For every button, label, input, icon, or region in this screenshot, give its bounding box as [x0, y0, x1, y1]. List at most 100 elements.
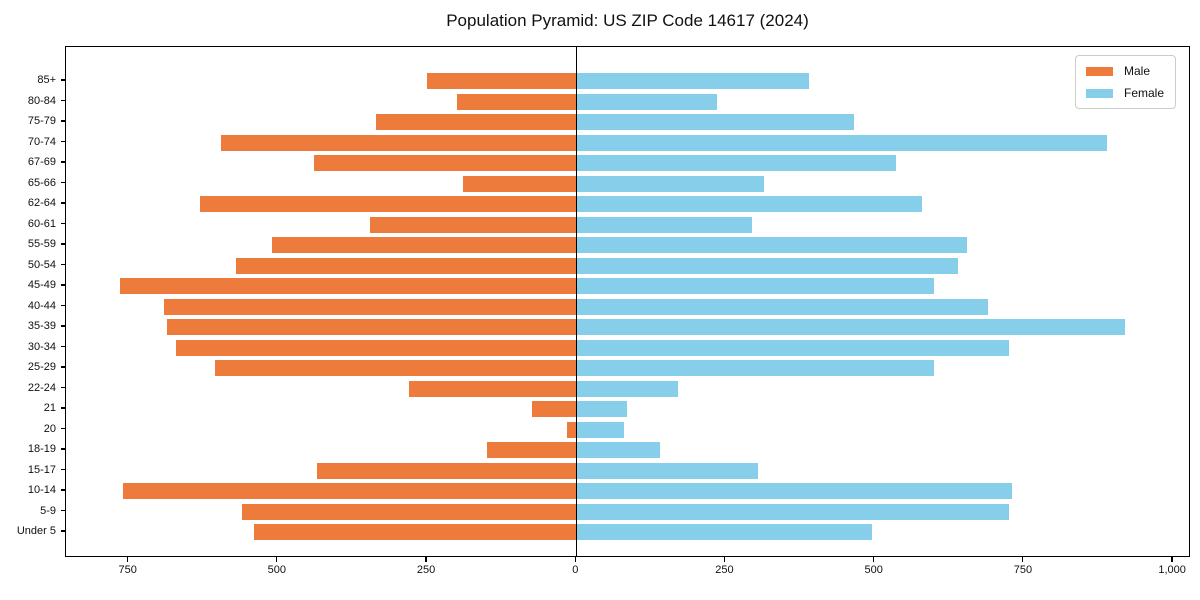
male-bar-18-19 — [486, 442, 577, 458]
y-tick-mark — [61, 202, 65, 204]
y-tick-label: 22-24 — [27, 381, 56, 394]
y-tick-mark — [61, 509, 65, 512]
x-tick-label: 250 — [715, 564, 734, 576]
y-tick-label: 45-49 — [27, 279, 56, 291]
male-bar-21 — [531, 401, 577, 417]
y-tick-mark — [61, 263, 65, 266]
y-tick-mark — [61, 366, 65, 368]
x-tick-mark — [574, 557, 576, 562]
y-tick-label: 25-29 — [27, 361, 56, 373]
y-tick-mark — [61, 140, 65, 143]
y-tick-label: 85+ — [37, 74, 56, 86]
male-bar-75-79 — [376, 114, 577, 130]
male-bar-80-84 — [456, 93, 577, 110]
y-tick-label: 15-17 — [27, 463, 56, 476]
x-tick-mark — [873, 557, 875, 562]
x-tick-label: 750 — [1013, 564, 1033, 576]
x-tick-label: 500 — [267, 564, 287, 576]
y-tick-label: 50-54 — [27, 258, 56, 271]
female-bar-Under 5 — [576, 524, 872, 540]
x-tick-mark — [1171, 557, 1173, 562]
female-bar-20 — [576, 421, 624, 438]
legend-label-male: Male — [1123, 64, 1150, 78]
male-bar-50-54 — [236, 257, 577, 274]
male-color-swatch-icon — [1085, 66, 1113, 76]
y-tick-label: 62-64 — [27, 197, 56, 209]
y-tick-mark — [61, 120, 65, 122]
male-bar-67-69 — [313, 155, 577, 171]
y-tick-mark — [61, 427, 65, 430]
y-tick-mark — [61, 407, 65, 409]
y-tick-label: Under 5 — [16, 525, 56, 537]
male-bar-Under 5 — [253, 524, 577, 540]
female-bar-25-29 — [576, 360, 935, 376]
chart-title: Population Pyramid: US ZIP Code 14617 (2… — [446, 11, 809, 30]
y-tick-mark — [61, 386, 65, 389]
legend-item-male: Male — [1085, 64, 1164, 78]
y-tick-mark — [61, 448, 65, 450]
male-bar-65-66 — [462, 175, 577, 192]
x-tick-mark — [1022, 557, 1024, 562]
x-tick-mark — [127, 557, 129, 562]
male-bar-5-9 — [242, 503, 577, 520]
female-color-swatch-icon — [1085, 88, 1113, 98]
male-bar-30-34 — [176, 339, 577, 356]
female-bar-67-69 — [576, 155, 896, 171]
male-bar-10-14 — [122, 483, 577, 499]
x-tick-mark — [425, 557, 427, 562]
y-tick-mark — [61, 304, 65, 307]
x-tick-label: 250 — [416, 564, 436, 576]
x-tick-mark — [723, 557, 726, 562]
y-tick-label: 80-84 — [27, 94, 56, 107]
female-bar-5-9 — [576, 503, 1009, 520]
y-tick-mark — [61, 345, 65, 348]
x-tick-mark — [276, 557, 278, 562]
y-tick-label: 10-14 — [27, 484, 56, 496]
female-bar-55-59 — [576, 237, 968, 253]
female-bar-35-39 — [576, 319, 1126, 335]
zero-axis-line — [575, 47, 578, 556]
male-bar-40-44 — [164, 298, 577, 315]
y-tick-label: 35-39 — [27, 320, 56, 332]
legend-item-female: Female — [1085, 86, 1164, 100]
male-bar-15-17 — [316, 462, 577, 479]
y-tick-label: 65-66 — [27, 176, 56, 189]
male-bar-35-39 — [167, 319, 577, 335]
y-tick-mark — [61, 489, 65, 491]
female-bar-62-64 — [576, 196, 923, 212]
y-tick-mark — [61, 161, 65, 163]
female-bar-85+ — [576, 73, 810, 89]
y-tick-label: 55-59 — [27, 238, 56, 250]
male-bar-22-24 — [409, 380, 577, 397]
y-tick-mark — [61, 99, 65, 102]
female-bar-21 — [576, 401, 627, 417]
x-tick-label: 1,000 — [1158, 564, 1186, 576]
female-bar-45-49 — [576, 278, 935, 294]
y-tick-mark — [61, 222, 65, 225]
male-bar-85+ — [427, 73, 577, 89]
female-bar-22-24 — [576, 380, 678, 397]
female-bar-65-66 — [576, 175, 765, 192]
female-bar-80-84 — [576, 93, 717, 110]
y-tick-mark — [61, 284, 65, 286]
y-tick-mark — [61, 79, 65, 81]
y-tick-label: 67-69 — [27, 156, 56, 168]
y-tick-label: 21 — [43, 402, 56, 414]
male-bar-62-64 — [200, 196, 577, 212]
female-bar-18-19 — [576, 442, 660, 458]
y-tick-mark — [61, 530, 65, 532]
male-bar-20 — [567, 421, 577, 438]
y-tick-label: 75-79 — [27, 115, 56, 127]
y-tick-label: 30-34 — [27, 340, 56, 353]
male-bar-45-49 — [119, 278, 577, 294]
legend-label-female: Female — [1123, 86, 1164, 100]
y-tick-label: 70-74 — [27, 135, 56, 148]
female-bar-50-54 — [576, 257, 959, 274]
y-tick-mark — [61, 243, 65, 245]
female-bar-75-79 — [576, 114, 854, 130]
y-tick-mark — [61, 468, 65, 471]
male-bar-55-59 — [271, 237, 577, 253]
x-tick-label: 500 — [864, 564, 883, 576]
male-bar-70-74 — [221, 134, 577, 151]
